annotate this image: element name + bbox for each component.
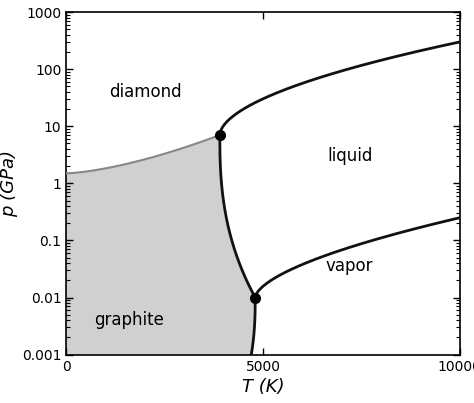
X-axis label: T (K): T (K)	[242, 378, 284, 396]
Text: liquid: liquid	[327, 147, 372, 165]
Y-axis label: p (GPa): p (GPa)	[0, 150, 18, 217]
Text: diamond: diamond	[109, 83, 182, 101]
Text: graphite: graphite	[94, 311, 164, 329]
Text: vapor: vapor	[326, 258, 374, 276]
Polygon shape	[66, 135, 255, 355]
